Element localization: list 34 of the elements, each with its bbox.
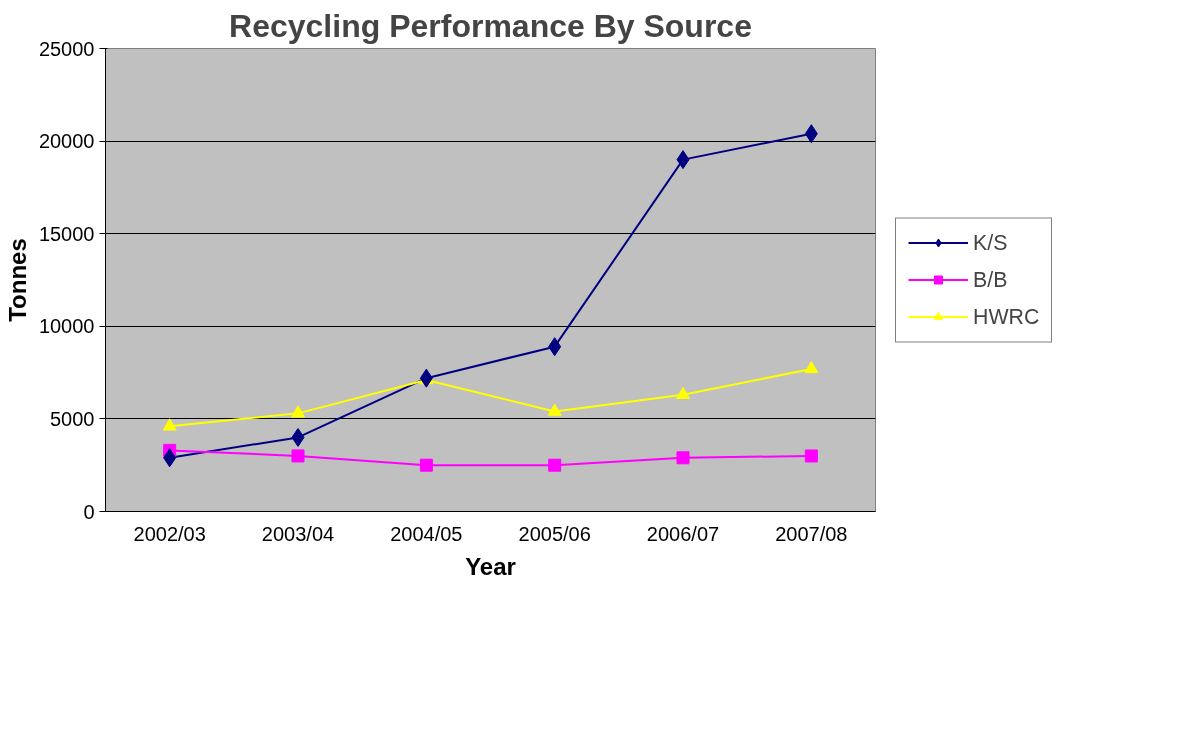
- y-tick-label: 5000: [50, 407, 95, 430]
- point: [548, 337, 562, 357]
- point: [676, 386, 690, 400]
- y-tick-label: 0: [83, 500, 95, 523]
- point: [676, 150, 690, 170]
- y-tick-label: 15000: [38, 222, 95, 245]
- point: [548, 458, 562, 472]
- point: [163, 448, 177, 468]
- point: [804, 124, 818, 144]
- x-tick-label: 2003/04: [261, 522, 335, 545]
- x-tick-label: 2007/08: [775, 522, 848, 545]
- point: [804, 449, 818, 463]
- point: [676, 451, 690, 465]
- point: [291, 449, 305, 463]
- x-tick-label: 2005/06: [518, 522, 591, 545]
- x-tick-label: 2004/05: [390, 522, 463, 545]
- x-tick-label: 2002/03: [133, 522, 206, 545]
- point: [291, 405, 305, 418]
- point: [419, 458, 433, 472]
- chart-title: Recycling Performance By Source: [229, 7, 752, 44]
- x-axis-title: Year: [465, 552, 516, 580]
- point: [419, 368, 433, 388]
- point: [162, 418, 177, 431]
- y-tick-label: 20000: [38, 130, 95, 153]
- legend-label: HWRC: [973, 304, 1040, 329]
- y-axis-title: Tonnes: [3, 238, 31, 322]
- legend-label: B/B: [973, 267, 1008, 292]
- y-tick-label: 10000: [38, 315, 95, 338]
- point: [804, 360, 819, 374]
- y-tick-label: 25000: [38, 37, 95, 60]
- point: [291, 427, 305, 447]
- legend-label: K/S: [973, 230, 1008, 255]
- point: [547, 403, 562, 416]
- x-tick-label: 2006/07: [646, 522, 720, 545]
